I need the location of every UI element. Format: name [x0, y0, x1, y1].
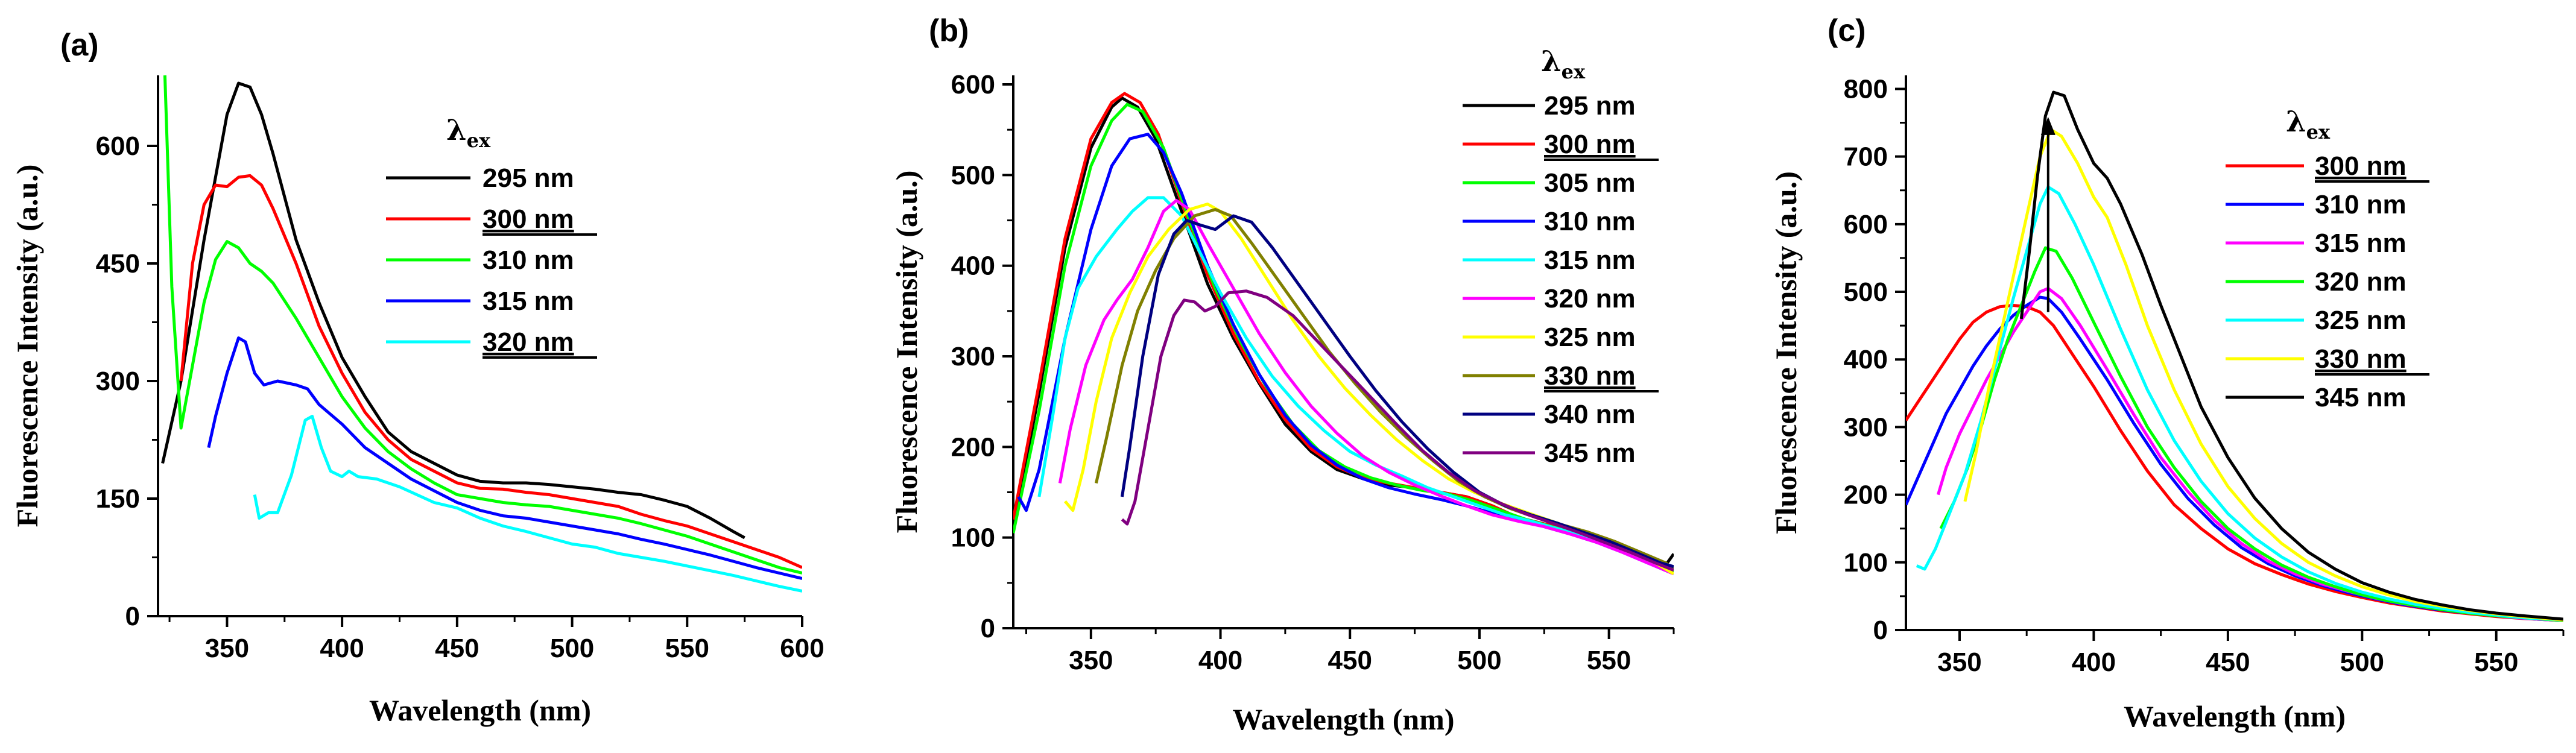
legend-label: 305 nm: [1544, 168, 1636, 198]
y-tick-label: 400: [1844, 345, 1888, 374]
series-line-345-nm: [2019, 90, 2563, 621]
y-axis-title: Fluorescence Intensity (a.u.): [1769, 171, 1803, 534]
legend-label: 320 nm: [483, 327, 574, 357]
legend-label: 320 nm: [2315, 267, 2407, 297]
x-tick-label: 350: [1069, 646, 1113, 675]
x-tick-label: 550: [1587, 646, 1631, 675]
legend-label: 320 nm: [1544, 284, 1636, 313]
legend-label: 300 nm: [1544, 130, 1636, 159]
legend-label: 330 nm: [1544, 361, 1636, 391]
legend-title: λex: [1541, 45, 1586, 83]
legend-label: 295 nm: [1544, 91, 1636, 121]
series-line-320-nm: [1058, 199, 1674, 576]
legend-title-symbol: λ: [446, 113, 467, 147]
legend-label: 300 nm: [483, 204, 574, 234]
legend-label: 315 nm: [1544, 245, 1636, 275]
y-tick-label: 200: [1844, 480, 1888, 510]
legend-label: 310 nm: [1544, 207, 1636, 236]
x-tick-label: 350: [205, 634, 249, 663]
x-axis-title: Wavelength (nm): [1232, 702, 1454, 736]
series-line-300-nm: [179, 174, 802, 569]
legend-label: 310 nm: [2315, 190, 2407, 219]
legend-title-symbol: λ: [2286, 105, 2306, 139]
y-tick-label: 800: [1844, 74, 1888, 104]
legend-label: 325 nm: [1544, 323, 1636, 352]
x-tick-label: 550: [665, 634, 709, 663]
series-line-315-nm: [1937, 286, 2563, 622]
panel-label: (a): [60, 28, 99, 63]
x-tick-label: 450: [1328, 646, 1372, 675]
series-line-345-nm: [1121, 289, 1674, 572]
x-tick-label: 500: [2340, 647, 2384, 677]
y-tick-label: 400: [951, 251, 995, 281]
legend-label: 330 nm: [2315, 344, 2407, 374]
panel-label: (c): [1828, 13, 1866, 48]
legend-title: λex: [446, 113, 491, 152]
y-tick-label: 150: [96, 484, 140, 514]
x-tick-label: 500: [1457, 646, 1501, 675]
y-tick-label: 600: [1844, 210, 1888, 239]
series-line-340-nm: [1120, 214, 1674, 569]
series-line-330-nm: [1963, 128, 2563, 622]
y-tick-label: 300: [96, 367, 140, 396]
legend-label: 340 nm: [1544, 400, 1636, 429]
legend-label: 300 nm: [2315, 151, 2407, 181]
x-axis-title: Wavelength (nm): [369, 693, 591, 727]
y-tick-label: 600: [951, 70, 995, 99]
series-line-310-nm: [1017, 133, 1674, 576]
x-tick-label: 450: [435, 634, 479, 663]
y-tick-label: 0: [981, 614, 995, 643]
legend-label: 315 nm: [2315, 228, 2407, 258]
x-tick-label: 450: [2206, 647, 2250, 677]
y-tick-label: 450: [96, 249, 140, 279]
panel-label: (b): [929, 13, 969, 48]
x-axis-title: Wavelength (nm): [2124, 699, 2346, 733]
y-tick-label: 100: [1844, 548, 1888, 578]
legend-label: 345 nm: [1544, 438, 1636, 468]
legend-label: 325 nm: [2315, 306, 2407, 335]
series-line-310-nm: [163, 75, 802, 575]
x-tick-label: 400: [320, 634, 364, 663]
arrow-head: [2040, 116, 2055, 135]
y-tick-label: 0: [1873, 616, 1888, 645]
legend-title-subscript: ex: [1562, 60, 1586, 83]
x-tick-label: 600: [780, 634, 824, 663]
x-tick-label: 500: [550, 634, 594, 663]
x-tick-label: 400: [1198, 646, 1242, 675]
legend-title-symbol: λ: [1541, 45, 1562, 78]
legend-label: 310 nm: [483, 245, 574, 275]
legend-title: λex: [2286, 105, 2331, 143]
series-line-315-nm: [1037, 196, 1674, 575]
y-tick-label: 500: [951, 160, 995, 190]
y-tick-label: 500: [1844, 277, 1888, 307]
legend-label: 295 nm: [483, 163, 574, 193]
y-tick-label: 200: [951, 432, 995, 462]
legend-title-subscript: ex: [467, 129, 491, 152]
y-tick-label: 0: [125, 602, 140, 631]
x-tick-label: 400: [2072, 647, 2116, 677]
y-tick-label: 100: [951, 523, 995, 553]
legend-label: 315 nm: [483, 286, 574, 316]
y-tick-label: 600: [96, 131, 140, 161]
y-axis-title: Fluorescence Intensity (a.u.): [10, 165, 44, 528]
y-tick-label: 300: [951, 342, 995, 371]
series-line-315-nm: [207, 336, 802, 581]
y-tick-label: 300: [1844, 412, 1888, 442]
legend-title-subscript: ex: [2306, 121, 2331, 143]
series-line-320-nm: [1939, 246, 2563, 622]
legend-label: 345 nm: [2315, 383, 2407, 412]
x-tick-label: 550: [2474, 647, 2518, 677]
series-line-295-nm: [161, 81, 745, 540]
y-tick-label: 700: [1844, 142, 1888, 172]
x-tick-label: 350: [1937, 647, 1981, 677]
y-axis-title: Fluorescence Intensity (a.u.): [890, 171, 923, 534]
series-line-320-nm: [253, 415, 802, 593]
